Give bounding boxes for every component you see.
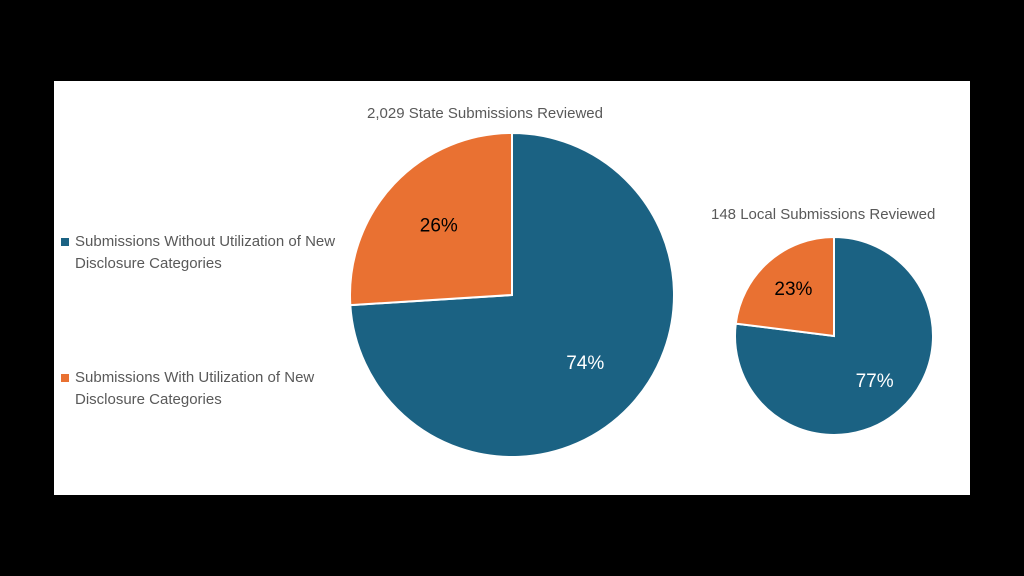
state-chart-title: 2,029 State Submissions Reviewed (367, 105, 603, 122)
legend-item-with: Submissions With Utilization of New Disc… (61, 367, 337, 411)
legend-swatch-without (61, 238, 69, 246)
local-pie-label-1: 23% (774, 279, 812, 300)
chart-panel: 2,029 State Submissions Reviewed 148 Loc… (54, 81, 970, 495)
pie-charts: 74% 26% 77% 23% (349, 131, 934, 458)
legend-label-with: Submissions With Utilization of New Disc… (75, 369, 315, 408)
local-pie-label-0: 77% (856, 371, 894, 392)
state-pie-slice-1 (349, 131, 513, 307)
legend-label-without: Submissions Without Utilization of New D… (75, 233, 336, 272)
state-pie-label-0: 74% (566, 353, 604, 374)
local-pie-slice-1 (734, 235, 835, 338)
legend-item-without: Submissions Without Utilization of New D… (61, 231, 337, 275)
legend-swatch-with (61, 374, 69, 382)
state-pie-label-1: 26% (420, 215, 458, 236)
local-chart-title: 148 Local Submissions Reviewed (711, 206, 936, 223)
